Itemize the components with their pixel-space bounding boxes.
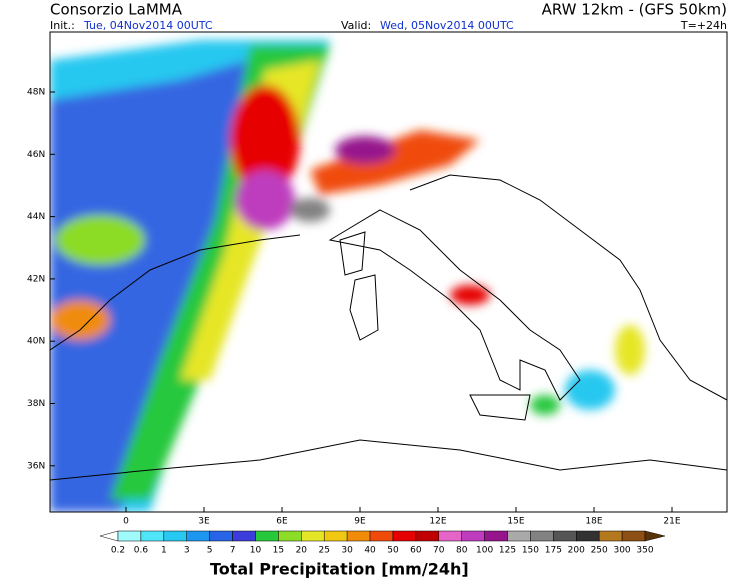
init-label: Init.: <box>50 19 75 32</box>
colorbar-label: 30 <box>341 546 353 556</box>
map-frame <box>49 31 728 513</box>
colorbar-cell <box>415 530 440 542</box>
init-value: Tue, 04Nov2014 00UTC <box>83 19 213 32</box>
lon-label: 21E <box>663 517 680 527</box>
colorbar-label: 5 <box>207 546 213 556</box>
lon-label: 9E <box>354 517 366 527</box>
colorbar-label: 15 <box>273 546 284 556</box>
colorbar-cell <box>530 530 554 542</box>
colorbar-label: 0.2 <box>111 546 125 556</box>
colorbar-label: 3 <box>184 546 190 556</box>
colorbar-cell <box>392 530 417 542</box>
colorbar-cell <box>438 530 462 542</box>
colorbar-label: 150 <box>522 546 539 556</box>
colorbar-label: 175 <box>545 546 562 556</box>
valid-value: Wed, 05Nov2014 00UTC <box>380 19 514 32</box>
colorbar-label: 25 <box>318 546 329 556</box>
colorbar-cell <box>163 530 187 542</box>
colorbar-label: 300 <box>613 546 630 556</box>
lon-label: 15E <box>507 517 524 527</box>
colorbar-over <box>644 530 666 542</box>
colorbar-label: 50 <box>387 546 399 556</box>
colorbar-label: 20 <box>296 546 308 556</box>
colorbar-label: 60 <box>410 546 422 556</box>
title: Consorzio LaMMA <box>50 1 183 19</box>
colorbar-cell <box>461 530 485 542</box>
colorbar-cell <box>323 530 348 542</box>
colorbar-label: 200 <box>568 546 585 556</box>
precip-field <box>50 32 727 512</box>
lat-label: 46N <box>27 150 45 160</box>
colorbar-label: 1 <box>161 546 167 556</box>
valid-label: Valid: <box>341 19 371 32</box>
colorbar-cell <box>484 530 508 542</box>
colorbar-label: 10 <box>250 546 262 556</box>
colorbar-cell <box>576 530 600 542</box>
lat-label: 44N <box>27 212 45 222</box>
colorbar-label: 70 <box>433 546 445 556</box>
colorbar-label: 350 <box>636 546 653 556</box>
colorbar-cell <box>553 530 577 542</box>
colorbar-cell <box>346 530 371 542</box>
lon-label: 3E <box>198 517 210 527</box>
colorbar-label: 125 <box>499 546 516 556</box>
colorbar-cell <box>186 530 210 542</box>
lat-label: 48N <box>27 88 45 98</box>
lon-label: 18E <box>585 517 602 527</box>
colorbar-label: 100 <box>476 546 493 556</box>
colorbar-cell <box>598 530 623 542</box>
lon-label: 0 <box>123 517 129 527</box>
colorbar-cell <box>232 530 256 542</box>
lon-label: 12E <box>429 517 446 527</box>
colorbar-cell <box>507 530 531 542</box>
lat-label: 36N <box>27 461 45 471</box>
colorbar-cell <box>255 530 279 542</box>
colorbar-cell <box>209 530 233 542</box>
colorbar-label: 80 <box>456 546 468 556</box>
colorbar-under <box>99 530 119 542</box>
colorbar-label: 7 <box>230 546 236 556</box>
colorbar-cell <box>278 530 302 542</box>
colorbar-cell <box>140 530 165 542</box>
colorbar-label: 250 <box>591 546 608 556</box>
lat-label: 42N <box>27 274 45 284</box>
colorbar-cell <box>621 530 646 542</box>
model: ARW 12km - (GFS 50km) <box>542 1 727 19</box>
lat-label: 40N <box>27 337 45 347</box>
colorbar-cell <box>369 530 394 542</box>
lat-label: 38N <box>27 399 45 409</box>
legend-title: Total Precipitation [mm/24h] <box>210 560 469 579</box>
lead-time: T=+24h <box>680 19 727 32</box>
lon-label: 6E <box>276 517 288 527</box>
colorbar-label: 40 <box>364 546 376 556</box>
colorbar-cell <box>117 530 142 542</box>
colorbar-cell <box>301 530 325 542</box>
colorbar-label: 0.6 <box>134 546 149 556</box>
